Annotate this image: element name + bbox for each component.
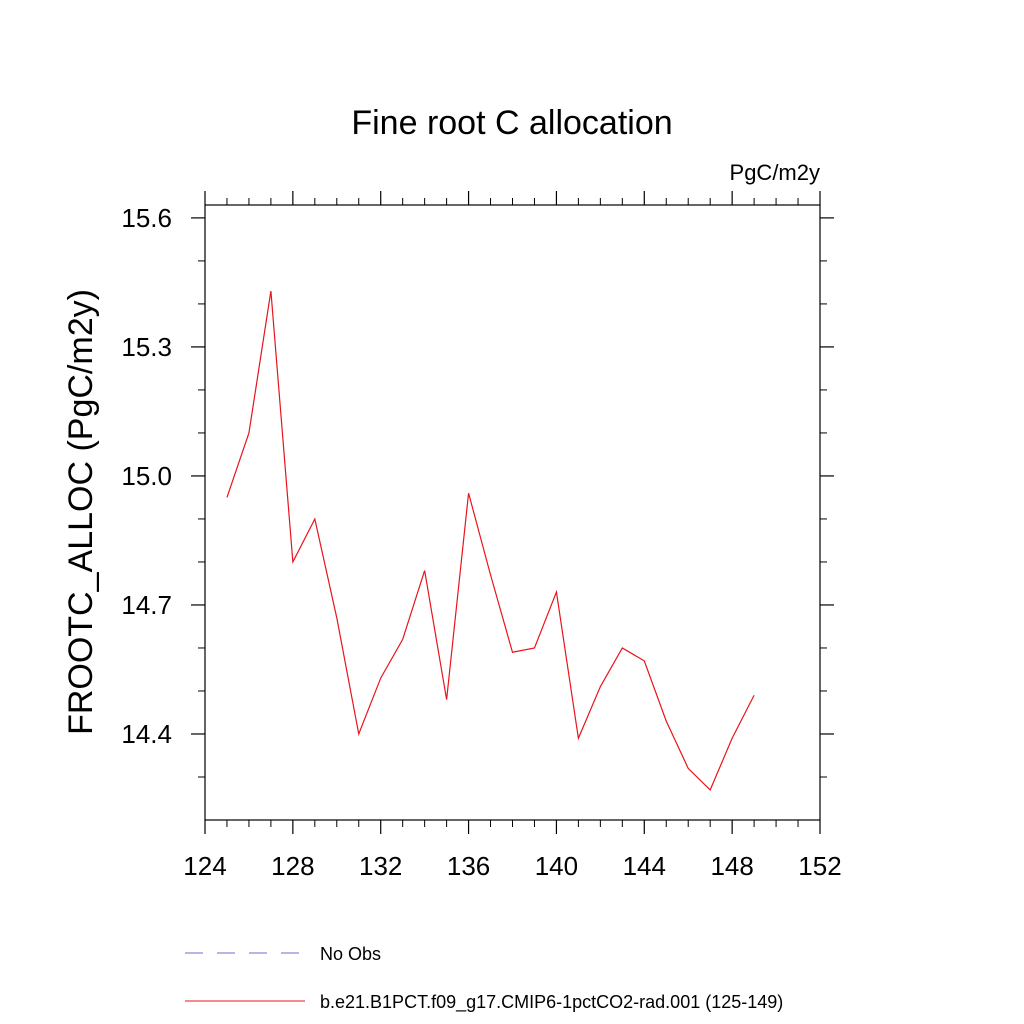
chart-title: Fine root C allocation	[351, 104, 672, 142]
x-tick-label: 124	[183, 851, 226, 881]
x-tick-label: 152	[798, 851, 841, 881]
plot-frame	[204, 204, 821, 821]
y-tick-label: 15.0	[121, 461, 172, 491]
legend-label-model: b.e21.B1PCT.f09_g17.CMIP6-1pctCO2-rad.00…	[320, 992, 783, 1013]
x-tick-label: 128	[271, 851, 314, 881]
legend: No Obs b.e21.B1PCT.f09_g17.CMIP6-1pctCO2…	[185, 944, 783, 1013]
axis-tick-labels: 124 128 132 136 140 144 148 152 14.4 14.7 15.0 15.3…	[121, 203, 841, 881]
y-tick-label: 14.4	[121, 719, 172, 749]
axis-ticks	[191, 191, 834, 834]
legend-label-no-obs: No Obs	[320, 944, 381, 964]
x-tick-label: 136	[447, 851, 490, 881]
series-lines	[226, 290, 755, 791]
y-tick-label: 15.3	[121, 332, 172, 362]
y-tick-label: 15.6	[121, 203, 172, 233]
series-line	[226, 290, 755, 791]
x-tick-label: 132	[359, 851, 402, 881]
y-tick-label: 14.7	[121, 590, 172, 620]
x-tick-label: 140	[535, 851, 578, 881]
x-tick-label: 148	[710, 851, 753, 881]
x-tick-label: 144	[623, 851, 666, 881]
y-axis-label: FROOTC_ALLOC (PgC/m2y)	[62, 289, 100, 735]
units-label: PgC/m2y	[730, 160, 820, 185]
